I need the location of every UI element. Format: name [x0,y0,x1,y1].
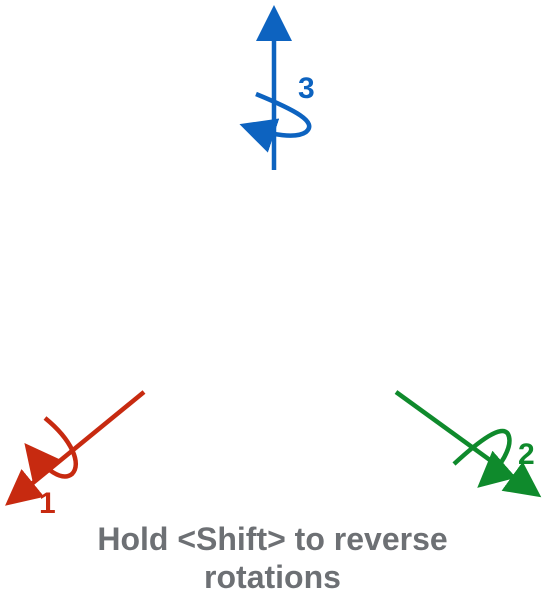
axis-1-arrow [5,390,146,506]
shift-hint-text: Hold <Shift> to reverse rotations [0,520,545,596]
hint-line-1: Hold <Shift> to reverse [97,521,448,557]
axis-1-group[interactable]: 1 [5,390,146,520]
axis-2-arrow [394,390,542,498]
axis-3-rotation-arrow [239,91,312,153]
hint-line-2: rotations [204,559,341,595]
axis-2-rotation-arrow [452,428,517,488]
axis-2-group[interactable]: 2 [394,390,542,498]
axis-3-group[interactable]: 3 [239,5,315,170]
axis-2-label: 2 [518,438,535,471]
axis-1-rotation-arrow [24,416,78,483]
axis-3-label: 3 [298,72,315,105]
axis-1-label: 1 [39,487,56,520]
